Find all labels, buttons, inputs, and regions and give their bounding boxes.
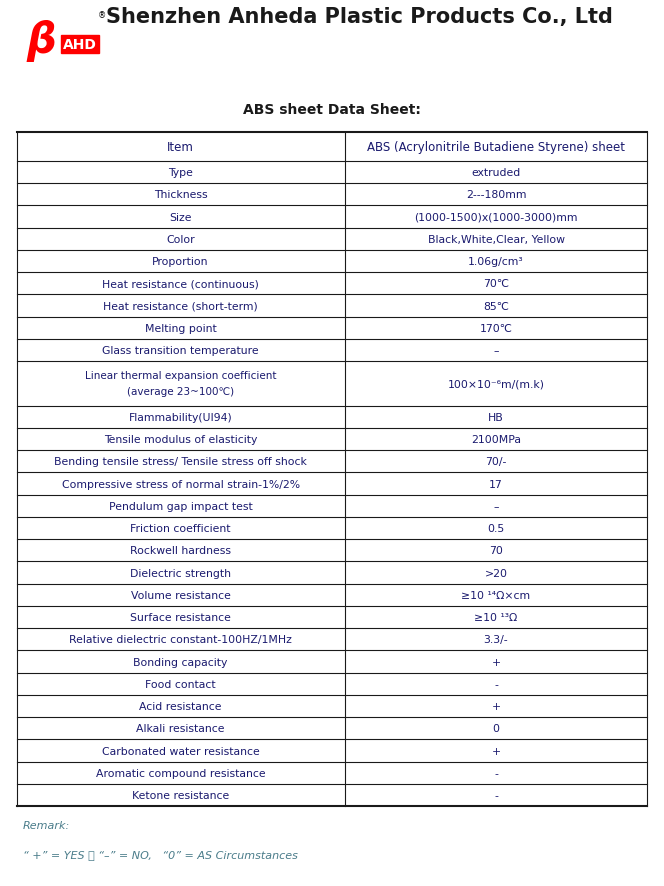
Text: 2100MPa: 2100MPa [471,435,521,445]
Text: Remark:: Remark: [23,820,70,830]
Text: –: – [493,501,499,511]
Text: ®: ® [98,12,106,20]
Text: ABS (Acrylonitrile Butadiene Styrene) sheet: ABS (Acrylonitrile Butadiene Styrene) sh… [367,141,625,154]
Text: Volume resistance: Volume resistance [131,590,230,600]
Text: (1000-1500)x(1000-3000)mm: (1000-1500)x(1000-3000)mm [414,213,578,222]
Text: +: + [491,701,501,711]
Text: Glass transition temperature: Glass transition temperature [102,346,259,355]
Text: Food contact: Food contact [145,679,216,689]
Text: AHD: AHD [63,38,97,51]
Text: +: + [491,746,501,756]
Text: Aromatic compound resistance: Aromatic compound resistance [96,768,266,778]
Text: Color: Color [166,235,195,245]
Text: Carbonated water resistance: Carbonated water resistance [102,746,260,756]
Text: Linear thermal expansion coefficient: Linear thermal expansion coefficient [85,371,276,381]
Text: 70℃: 70℃ [483,279,509,289]
Text: Surface resistance: Surface resistance [130,612,231,622]
Text: 3.3/-: 3.3/- [483,634,509,645]
Text: Pendulum gap impact test: Pendulum gap impact test [109,501,252,511]
Text: “ +” = YES ， “–” = NO,   “0” = AS Circumstances: “ +” = YES ， “–” = NO, “0” = AS Circumst… [23,849,297,859]
Text: ≥10 ¹³Ω: ≥10 ¹³Ω [474,612,518,622]
Text: Relative dielectric constant-100HZ/1MHz: Relative dielectric constant-100HZ/1MHz [69,634,292,645]
Text: Tensile modulus of elasticity: Tensile modulus of elasticity [104,435,257,445]
Text: Ketone resistance: Ketone resistance [132,790,229,800]
Text: -: - [494,768,498,778]
Text: Heat resistance (short-term): Heat resistance (short-term) [103,301,258,311]
Text: Alkali resistance: Alkali resistance [136,724,225,734]
Text: ABS sheet Data Sheet:: ABS sheet Data Sheet: [243,103,421,117]
Text: extruded: extruded [471,168,521,178]
Text: 70/-: 70/- [485,457,507,467]
Text: Type: Type [168,168,193,178]
Text: 170℃: 170℃ [479,323,513,333]
Text: Bonding capacity: Bonding capacity [133,657,228,667]
Text: 70: 70 [489,546,503,556]
Text: Item: Item [167,141,194,154]
Text: Bending tensile stress/ Tensile stress off shock: Bending tensile stress/ Tensile stress o… [54,457,307,467]
Text: Compressive stress of normal strain-1%/2%: Compressive stress of normal strain-1%/2… [62,479,299,489]
Text: -: - [494,679,498,689]
Text: +: + [491,657,501,667]
Text: –: – [493,346,499,355]
Text: Melting point: Melting point [145,323,216,333]
Text: 2---180mm: 2---180mm [465,190,527,200]
Text: ≥10 ¹⁴Ω×cm: ≥10 ¹⁴Ω×cm [461,590,531,600]
Text: 100×10⁻⁶m/(m.k): 100×10⁻⁶m/(m.k) [448,379,544,389]
Text: Rockwell hardness: Rockwell hardness [130,546,231,556]
Text: Thickness: Thickness [154,190,207,200]
Text: Size: Size [169,213,192,222]
Text: 0.5: 0.5 [487,524,505,533]
Text: Shenzhen Anheda Plastic Products Co., Ltd: Shenzhen Anheda Plastic Products Co., Lt… [106,7,613,27]
Text: Dielectric strength: Dielectric strength [130,568,231,578]
Text: Acid resistance: Acid resistance [139,701,222,711]
Text: 85℃: 85℃ [483,301,509,311]
Text: Heat resistance (continuous): Heat resistance (continuous) [102,279,259,289]
Text: >20: >20 [485,568,507,578]
Text: β: β [27,20,56,62]
Text: Black,White,Clear, Yellow: Black,White,Clear, Yellow [428,235,564,245]
Text: HB: HB [488,412,504,423]
Text: Flammability(UI94): Flammability(UI94) [129,412,232,423]
Text: (average 23~100℃): (average 23~100℃) [127,387,234,397]
Text: 17: 17 [489,479,503,489]
Text: 1.06g/cm³: 1.06g/cm³ [468,257,524,267]
Text: 0: 0 [493,724,499,734]
Text: Friction coefficient: Friction coefficient [130,524,231,533]
Text: Proportion: Proportion [152,257,209,267]
Text: -: - [494,790,498,800]
